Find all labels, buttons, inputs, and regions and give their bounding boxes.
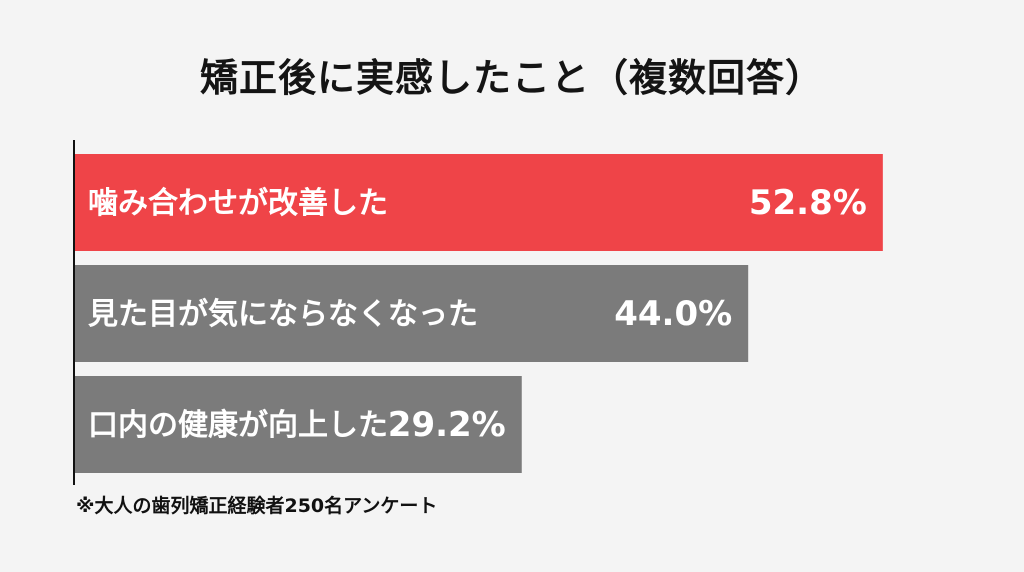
- bar-1: [75, 154, 883, 251]
- bar-label-2: 見た目が気にならなくなった: [88, 297, 478, 332]
- survey-footnote: ※大人の歯列矯正経験者250名アンケート: [76, 495, 438, 517]
- bar-label-3: 口内の健康が向上した: [88, 408, 388, 443]
- chart-title: 矯正後に実感したこと（複数回答）: [199, 56, 824, 100]
- bar-2: [75, 265, 749, 362]
- bar-label-1: 噛み合わせが改善した: [88, 186, 388, 221]
- bar-chart-svg: 噛み合わせが改善した 52.8% 見た目が気にならなくなった 44.0% 口内の健康が向…: [73, 140, 883, 485]
- bar-value-1: 52.8%: [749, 183, 867, 223]
- bar-value-3: 29.2%: [388, 405, 506, 445]
- bar-3: [75, 376, 522, 473]
- bar-chart: 噛み合わせが改善した 52.8% 見た目が気にならなくなった 44.0% 口内の健康が向…: [72, 140, 972, 485]
- bar-value-2: 44.0%: [614, 294, 732, 334]
